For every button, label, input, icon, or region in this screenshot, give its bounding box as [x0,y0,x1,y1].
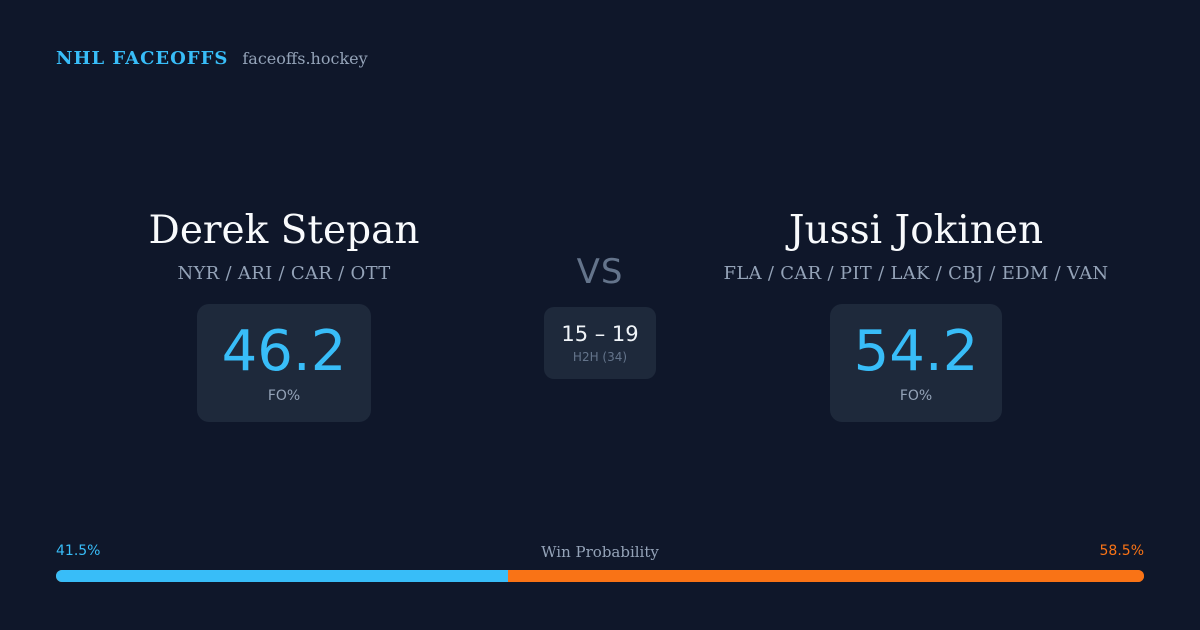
head-to-head-label: H2H (34) [572,350,628,364]
player-right-fo-card: 54.2 FO% [830,304,1002,422]
win-probability-left-value: 41.5% [56,543,101,559]
versus-label: VS [576,252,624,292]
win-probability-bar-left-segment [56,570,508,582]
win-probability-bar [56,570,1144,582]
brand-header: NHL FACEOFFS faceoffs.hockey [56,48,368,69]
player-left: Derek Stepan NYR / ARI / CAR / OTT 46.2 … [4,205,564,422]
player-left-fo-value: 46.2 [221,319,347,384]
player-right-fo-value: 54.2 [853,319,979,384]
player-right-teams: FLA / CAR / PIT / LAK / CBJ / EDM / VAN [723,263,1109,284]
head-to-head-card: 15 – 19 H2H (34) [544,307,656,379]
win-probability-title: Win Probability [541,543,659,561]
player-right-fo-label: FO% [899,388,933,404]
brand-name: NHL FACEOFFS [56,48,229,69]
win-probability-labels: 41.5% Win Probability 58.5% [56,543,1144,563]
player-left-fo-label: FO% [267,388,301,404]
player-right: Jussi Jokinen FLA / CAR / PIT / LAK / CB… [636,205,1196,422]
player-right-name: Jussi Jokinen [788,208,1044,253]
player-left-teams: NYR / ARI / CAR / OTT [177,263,391,284]
player-left-name: Derek Stepan [148,208,420,253]
brand-site: faceoffs.hockey [242,49,368,68]
player-left-fo-card: 46.2 FO% [197,304,371,422]
head-to-head-score: 15 – 19 [561,322,639,346]
win-probability-right-value: 58.5% [1099,543,1144,559]
win-probability-bar-right-segment [507,570,1144,582]
